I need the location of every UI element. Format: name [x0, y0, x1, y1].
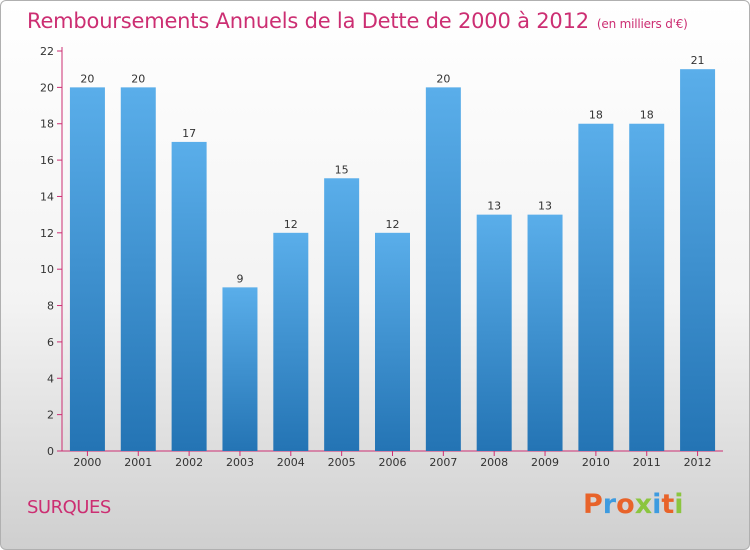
logo-letter: i	[674, 489, 684, 520]
y-tick-label: 10	[40, 263, 54, 276]
logo-letter: o	[616, 489, 635, 520]
bar-value-label: 13	[487, 200, 501, 213]
chart-title: Remboursements Annuels de la Dette de 20…	[27, 9, 688, 33]
y-tick-label: 12	[40, 227, 54, 240]
bar	[527, 214, 563, 451]
bar-value-label: 18	[640, 109, 654, 122]
x-tick-label: 2012	[684, 456, 712, 469]
bar	[324, 178, 360, 452]
x-tick-label: 2004	[277, 456, 305, 469]
bar-value-label: 12	[284, 218, 298, 231]
bar-value-label: 20	[131, 72, 145, 85]
bar	[120, 87, 156, 451]
y-tick-label: 16	[40, 154, 54, 167]
x-tick-label: 2010	[582, 456, 610, 469]
bar	[629, 123, 665, 452]
y-tick-label: 0	[47, 445, 54, 458]
logo-letter: i	[652, 489, 662, 520]
bar-value-label: 20	[80, 72, 94, 85]
logo-letter: x	[634, 489, 653, 520]
logo-letter: r	[602, 489, 617, 520]
x-tick-label: 2000	[73, 456, 101, 469]
y-tick-label: 14	[40, 190, 54, 203]
bar-value-label: 21	[691, 54, 705, 67]
x-tick-label: 2009	[531, 456, 559, 469]
bar	[476, 214, 512, 451]
chart-subtitle: (en milliers d'€)	[596, 17, 688, 31]
bar-value-label: 12	[386, 218, 400, 231]
chart-title-text: Remboursements Annuels de la Dette de 20…	[27, 9, 589, 33]
bar-value-label: 18	[589, 109, 603, 122]
x-tick-label: 2001	[124, 456, 152, 469]
x-tick-label: 2003	[226, 456, 254, 469]
bar-value-label: 15	[335, 163, 349, 176]
bar	[171, 141, 207, 451]
bar	[578, 123, 614, 452]
y-tick-label: 2	[47, 409, 54, 422]
logo-letter: P	[583, 489, 603, 520]
bar-value-label: 9	[236, 272, 243, 285]
bar-value-label: 20	[436, 72, 450, 85]
bar	[222, 287, 258, 451]
y-tick-label: 22	[40, 45, 54, 58]
y-tick-label: 4	[47, 372, 54, 385]
bar	[425, 87, 461, 451]
logo-letter: t	[661, 489, 675, 520]
y-tick-label: 18	[40, 118, 54, 131]
x-tick-label: 2002	[175, 456, 203, 469]
x-tick-label: 2006	[379, 456, 407, 469]
x-tick-label: 2011	[633, 456, 661, 469]
bar-value-label: 17	[182, 127, 196, 140]
y-tick-label: 20	[40, 81, 54, 94]
y-tick-label: 6	[47, 336, 54, 349]
x-tick-label: 2008	[480, 456, 508, 469]
y-tick-label: 8	[47, 300, 54, 313]
bar	[69, 87, 105, 451]
bar	[375, 232, 410, 451]
bar	[273, 232, 309, 451]
bar	[680, 69, 716, 451]
x-tick-label: 2005	[328, 456, 356, 469]
x-tick-label: 2007	[429, 456, 457, 469]
bar-value-label: 13	[538, 200, 552, 213]
commune-name: SURQUES	[27, 497, 111, 518]
proxiti-logo: Proxiti	[583, 489, 684, 520]
